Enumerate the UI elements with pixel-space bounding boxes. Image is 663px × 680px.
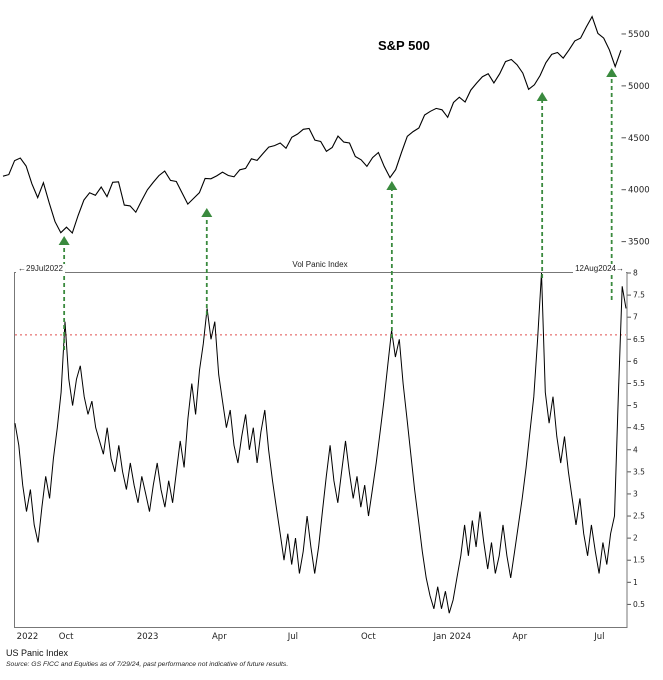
panic-ytick-label: 5 [633, 401, 638, 410]
footer-series-name: US Panic Index [6, 648, 69, 658]
panic-ytick-label: 2 [633, 534, 638, 543]
sp500-ytick-label: 5000 [628, 82, 650, 92]
sp500-chart-title: S&P 500 [378, 38, 430, 53]
panic-ytick-label: 3 [633, 489, 638, 498]
panic-ytick-label: 7.5 [633, 291, 645, 300]
panic-panel-border [14, 272, 628, 628]
panic-xtick-label: Oct [361, 632, 376, 642]
sp500-ytick-label: 4000 [628, 186, 650, 196]
panic-xtick-label: 2022 [17, 632, 39, 642]
panic-line [14, 272, 627, 614]
panic-ytick-label: 5.5 [633, 379, 645, 388]
annotation-arrow-head [201, 208, 213, 217]
panic-ytick-label: 4 [633, 445, 638, 454]
sp500-ytick-label: 3500 [628, 238, 650, 248]
panic-ytick-label: 6.5 [633, 335, 645, 344]
panic-xtick-label: Jan [432, 632, 446, 642]
panic-xtick-label: Apr [512, 632, 527, 642]
annotation-arrow-head [536, 92, 548, 101]
panic-ytick-label: 7 [633, 313, 638, 322]
sp500-ytick-label: 4500 [628, 134, 650, 144]
panic-ytick-label: 6 [633, 357, 638, 366]
panic-xtick-label: Jul [593, 632, 604, 642]
sp500-line [2, 15, 622, 235]
panic-ytick-label: 1 [633, 578, 638, 587]
panel-title: Vol Panic Index [289, 260, 351, 269]
sp500-ytick-label: 5500 [628, 30, 650, 40]
panic-ytick-label: 3.5 [633, 467, 645, 476]
annotation-arrow-head [386, 181, 398, 190]
footer-source-note: Source: GS FICC and Equities as of 7/29/… [6, 661, 289, 668]
panic-ytick-label: 0.5 [633, 600, 645, 609]
annotation-arrow-head [606, 68, 618, 77]
panel-start-date-label: ←29Jul2022 [16, 264, 65, 273]
panel-end-date-label: 12Aug2024→ [573, 264, 626, 273]
panic-ytick-label: 4.5 [633, 423, 645, 432]
panic-xtick-label: Oct [59, 632, 74, 642]
panic-xtick-label: 2024 [449, 632, 471, 642]
annotation-arrow-head [58, 236, 70, 245]
panic-ytick-label: 1.5 [633, 556, 645, 565]
panic-xtick-label: Jul [287, 632, 298, 642]
panic-ytick-label: 2.5 [633, 512, 645, 521]
panic-xtick-label: 2023 [137, 632, 159, 642]
panic-ytick-label: 8 [633, 269, 638, 278]
panic-xtick-label: Apr [212, 632, 227, 642]
